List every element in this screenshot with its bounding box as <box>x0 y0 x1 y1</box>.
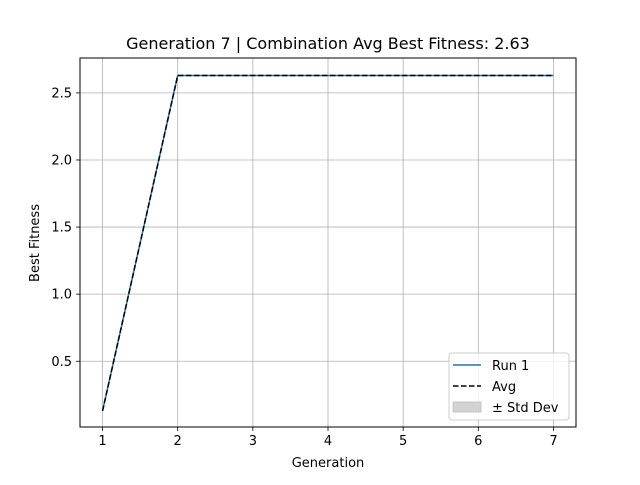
legend-label-run-1: Run 1 <box>492 359 529 374</box>
x-tick-label: 3 <box>249 434 257 449</box>
y-tick-label: 2.0 <box>51 153 72 168</box>
legend-swatch-std-dev <box>452 401 482 413</box>
y-tick-label: 1.0 <box>51 288 72 303</box>
chart-title: Generation 7 | Combination Avg Best Fitn… <box>126 34 530 53</box>
y-tick-label: 1.5 <box>51 221 72 236</box>
grid-lines <box>80 58 576 427</box>
x-axis-label: Generation <box>292 456 365 471</box>
series-lines <box>101 74 554 412</box>
legend-label-std-dev: ± Std Dev <box>492 401 559 416</box>
x-tick-label: 6 <box>474 434 482 449</box>
legend: Run 1 Avg ± Std Dev <box>448 352 570 421</box>
axis-ticks: 1 2 3 4 5 6 7 0.5 1.0 1.5 2.0 2.5 <box>51 86 557 449</box>
y-axis-label: Best Fitness <box>28 204 43 282</box>
x-tick-label: 4 <box>324 434 332 449</box>
y-tick-label: 0.5 <box>51 355 72 370</box>
x-tick-label: 5 <box>399 434 407 449</box>
x-tick-label: 1 <box>98 434 106 449</box>
y-tick-label: 2.5 <box>51 86 72 101</box>
x-tick-label: 7 <box>549 434 557 449</box>
series-line-avg <box>101 74 554 412</box>
legend-label-avg: Avg <box>492 380 516 395</box>
x-tick-label: 2 <box>174 434 182 449</box>
